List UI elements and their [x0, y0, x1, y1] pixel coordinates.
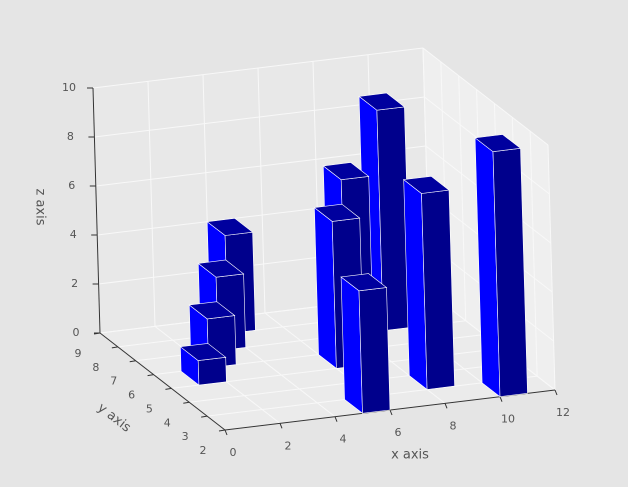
y-tick	[201, 415, 208, 418]
grid-line	[547, 144, 556, 391]
bar-front	[421, 189, 455, 390]
y-tick	[147, 374, 154, 377]
bar-top	[474, 134, 522, 153]
x-tick	[554, 389, 558, 396]
x-tick-label: 4	[340, 433, 347, 446]
x-tick-label: 10	[501, 413, 515, 426]
y-tick-label: 4	[164, 416, 171, 429]
x-tick	[224, 429, 228, 436]
x-tick	[279, 423, 283, 429]
axis-line	[92, 87, 101, 334]
y-tick	[129, 360, 136, 363]
grid-line	[147, 81, 156, 327]
bar-top	[313, 203, 361, 222]
y-tick-label: 6	[128, 389, 135, 402]
y-tick-label: 9	[75, 347, 82, 360]
x-axis-label: x axis	[391, 448, 429, 463]
z-axis-label: z axis	[33, 188, 48, 225]
y-tick-label: 7	[110, 375, 117, 388]
z-tick-label: 2	[71, 277, 78, 290]
grid-line	[458, 75, 467, 321]
y-tick-label: 8	[92, 361, 99, 374]
x-tick	[389, 409, 393, 416]
bar-top	[340, 273, 388, 292]
y-tick	[183, 401, 190, 404]
y-tick-label: 3	[182, 430, 189, 443]
z-tick-label: 8	[67, 130, 74, 143]
y-tick	[218, 429, 226, 432]
grid-line	[422, 47, 549, 146]
grid-line	[529, 131, 538, 377]
y-axis-label: y axis	[94, 400, 133, 435]
bar-top	[179, 343, 227, 361]
grid-line	[92, 47, 424, 89]
x-tick	[334, 416, 338, 422]
y-tick-label: 2	[200, 444, 207, 457]
y-tick	[165, 387, 172, 390]
grid-line	[257, 67, 266, 314]
bar-top	[402, 175, 450, 194]
x-tick	[444, 403, 448, 409]
bar-top	[358, 92, 406, 111]
x-tick-label: 6	[395, 426, 402, 439]
x-tick-label: 8	[450, 419, 457, 432]
x-tick-label: 12	[556, 406, 570, 419]
axis-line	[99, 332, 226, 431]
y-tick	[111, 346, 118, 349]
bar-front	[197, 356, 227, 386]
y-tick-label: 5	[146, 402, 153, 415]
z-tick-label: 0	[73, 326, 80, 339]
bar-front	[358, 287, 391, 414]
bar-top	[322, 162, 370, 181]
z-tick-label: 10	[62, 81, 76, 94]
x-tick-label: 2	[285, 439, 292, 452]
bar-top	[206, 217, 254, 236]
z-tick-label: 6	[68, 179, 75, 192]
bar-top	[188, 301, 236, 320]
x-tick	[499, 396, 503, 402]
z-tick-label: 4	[70, 228, 77, 241]
bar-top	[197, 259, 245, 278]
x-tick-label: 0	[230, 446, 237, 459]
